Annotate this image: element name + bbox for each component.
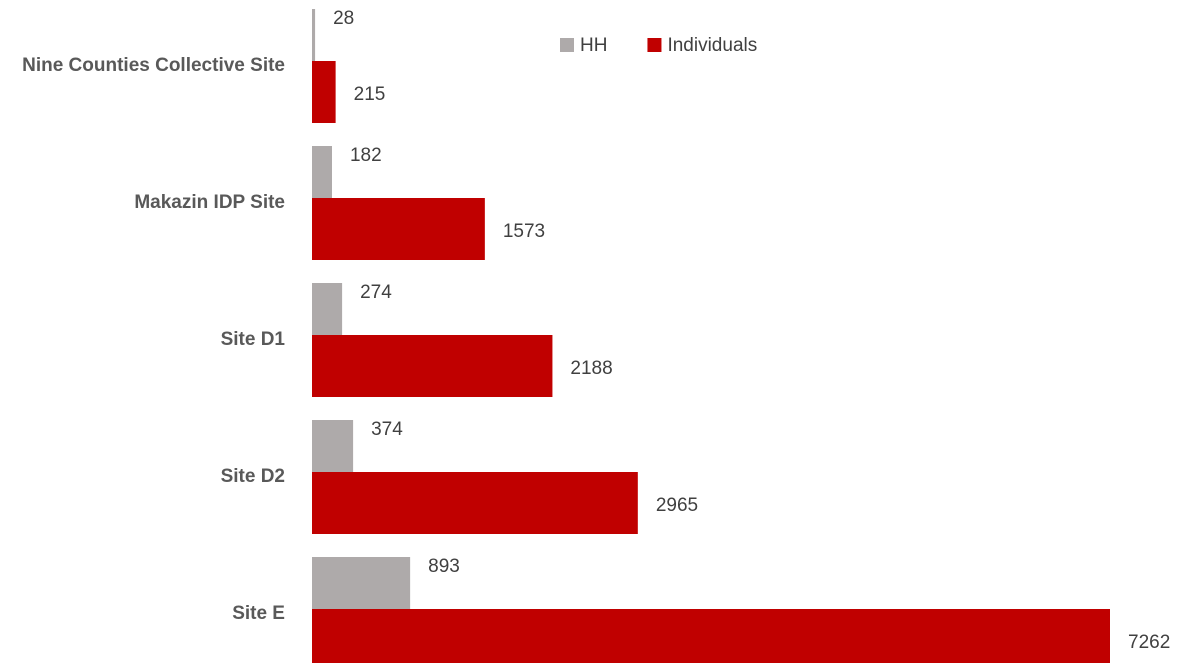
value-label: 274 xyxy=(360,282,392,303)
bar xyxy=(312,472,638,534)
bar xyxy=(312,420,354,481)
bar xyxy=(312,146,332,207)
category-label: Site D2 xyxy=(220,466,285,487)
category-label: Nine Counties Collective Site xyxy=(22,55,285,76)
bar xyxy=(312,9,316,70)
category-label: Makazin IDP Site xyxy=(134,192,285,213)
value-label: 1573 xyxy=(503,221,545,242)
bar xyxy=(312,283,343,344)
legend-label: HH xyxy=(580,35,607,56)
legend-label: Individuals xyxy=(667,35,757,56)
bar xyxy=(312,609,1110,663)
value-label: 28 xyxy=(333,8,354,29)
category-label: Site E xyxy=(232,603,285,624)
bar xyxy=(312,557,411,618)
legend-swatch xyxy=(560,38,574,52)
bar xyxy=(312,335,553,397)
category-label: Site D1 xyxy=(220,329,285,350)
value-label: 7262 xyxy=(1128,632,1170,653)
value-label: 893 xyxy=(428,556,460,577)
value-label: 2188 xyxy=(570,358,612,379)
legend-swatch xyxy=(647,38,662,52)
bar xyxy=(312,61,336,123)
value-label: 374 xyxy=(371,419,403,440)
value-label: 182 xyxy=(350,145,382,166)
value-label: 2965 xyxy=(656,495,698,516)
value-label: 215 xyxy=(354,84,386,105)
bar xyxy=(312,198,485,260)
